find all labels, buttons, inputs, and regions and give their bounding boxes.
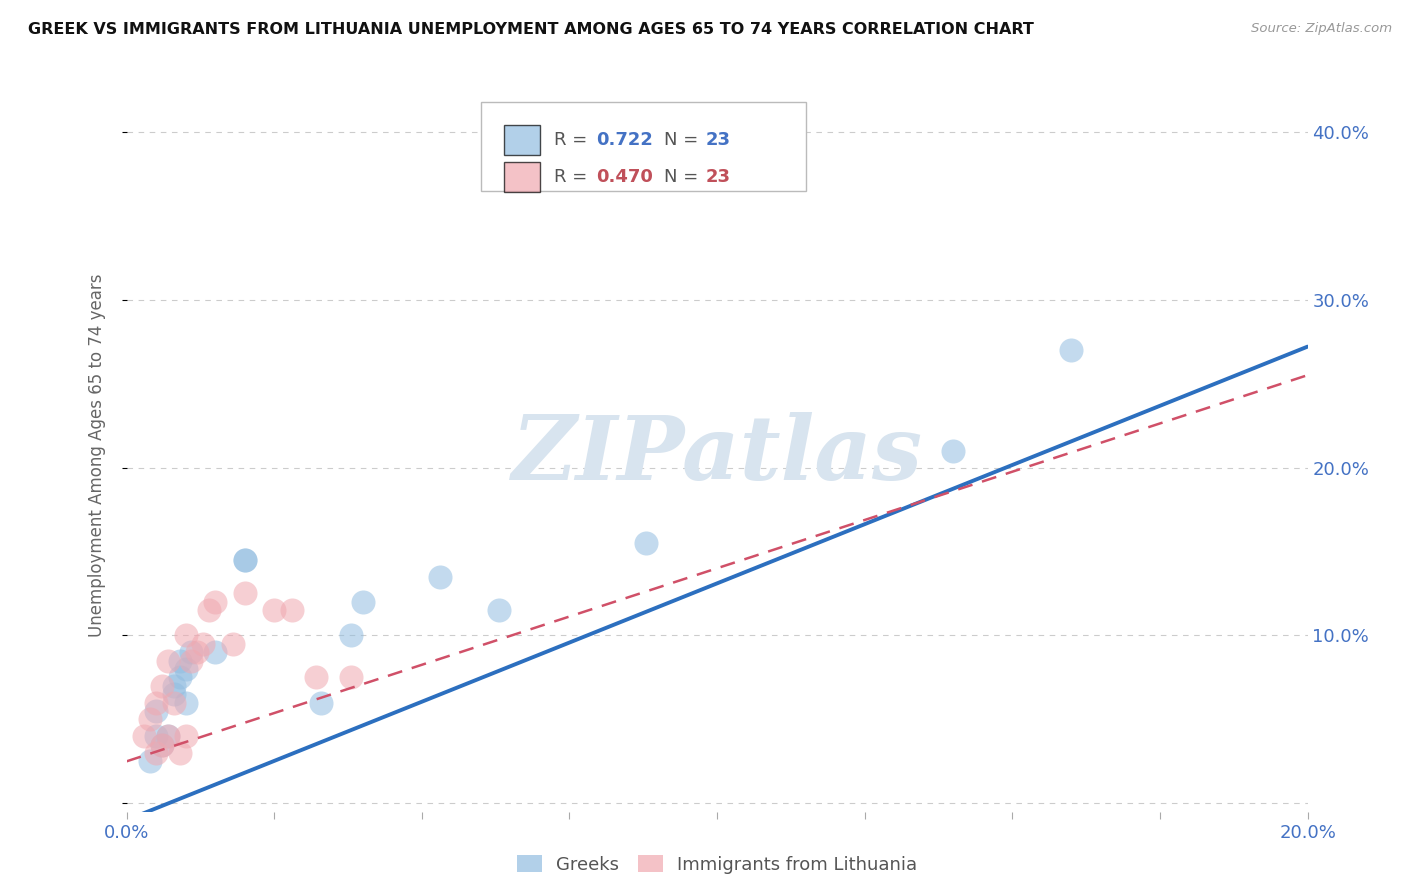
Point — [193, 637, 215, 651]
Text: 23: 23 — [706, 131, 730, 149]
Legend: Greeks, Immigrants from Lithuania: Greeks, Immigrants from Lithuania — [509, 848, 925, 881]
Point — [150, 738, 173, 752]
Point — [174, 628, 197, 642]
Text: Source: ZipAtlas.com: Source: ZipAtlas.com — [1251, 22, 1392, 36]
FancyBboxPatch shape — [505, 162, 540, 193]
Point — [198, 603, 221, 617]
Point — [942, 443, 965, 458]
Point — [174, 696, 197, 710]
Point — [169, 746, 191, 760]
Point — [204, 595, 226, 609]
Point — [233, 553, 256, 567]
Text: R =: R = — [554, 131, 593, 149]
Point — [174, 729, 197, 743]
Point — [139, 712, 162, 726]
Point — [145, 696, 167, 710]
Point — [281, 603, 304, 617]
Point — [204, 645, 226, 659]
Point — [163, 687, 186, 701]
Point — [180, 654, 202, 668]
Point — [1060, 343, 1083, 357]
Point — [145, 729, 167, 743]
Point — [145, 704, 167, 718]
Point — [156, 729, 179, 743]
Point — [163, 679, 186, 693]
Point — [134, 729, 156, 743]
Point — [150, 679, 173, 693]
Point — [169, 670, 191, 684]
Point — [263, 603, 285, 617]
Point — [186, 645, 208, 659]
Point — [304, 670, 326, 684]
Point — [233, 553, 256, 567]
Text: R =: R = — [554, 169, 593, 186]
Point — [169, 654, 191, 668]
Point — [233, 586, 256, 600]
Point — [150, 738, 173, 752]
Point — [340, 628, 363, 642]
Y-axis label: Unemployment Among Ages 65 to 74 years: Unemployment Among Ages 65 to 74 years — [87, 273, 105, 637]
Point — [180, 645, 202, 659]
Point — [352, 595, 374, 609]
Point — [311, 696, 333, 710]
Point — [145, 746, 167, 760]
Point — [488, 603, 510, 617]
Point — [156, 654, 179, 668]
Text: N =: N = — [664, 169, 704, 186]
Text: 23: 23 — [706, 169, 730, 186]
Text: ZIPatlas: ZIPatlas — [512, 412, 922, 498]
Point — [156, 729, 179, 743]
Text: 0.470: 0.470 — [596, 169, 654, 186]
Point — [340, 670, 363, 684]
Point — [429, 569, 451, 583]
Point — [163, 696, 186, 710]
Text: GREEK VS IMMIGRANTS FROM LITHUANIA UNEMPLOYMENT AMONG AGES 65 TO 74 YEARS CORREL: GREEK VS IMMIGRANTS FROM LITHUANIA UNEMP… — [28, 22, 1033, 37]
FancyBboxPatch shape — [505, 125, 540, 154]
Point — [139, 755, 162, 769]
Text: 0.722: 0.722 — [596, 131, 654, 149]
Point — [174, 662, 197, 676]
Text: N =: N = — [664, 131, 704, 149]
FancyBboxPatch shape — [481, 102, 806, 191]
Point — [222, 637, 245, 651]
Point — [636, 536, 658, 550]
